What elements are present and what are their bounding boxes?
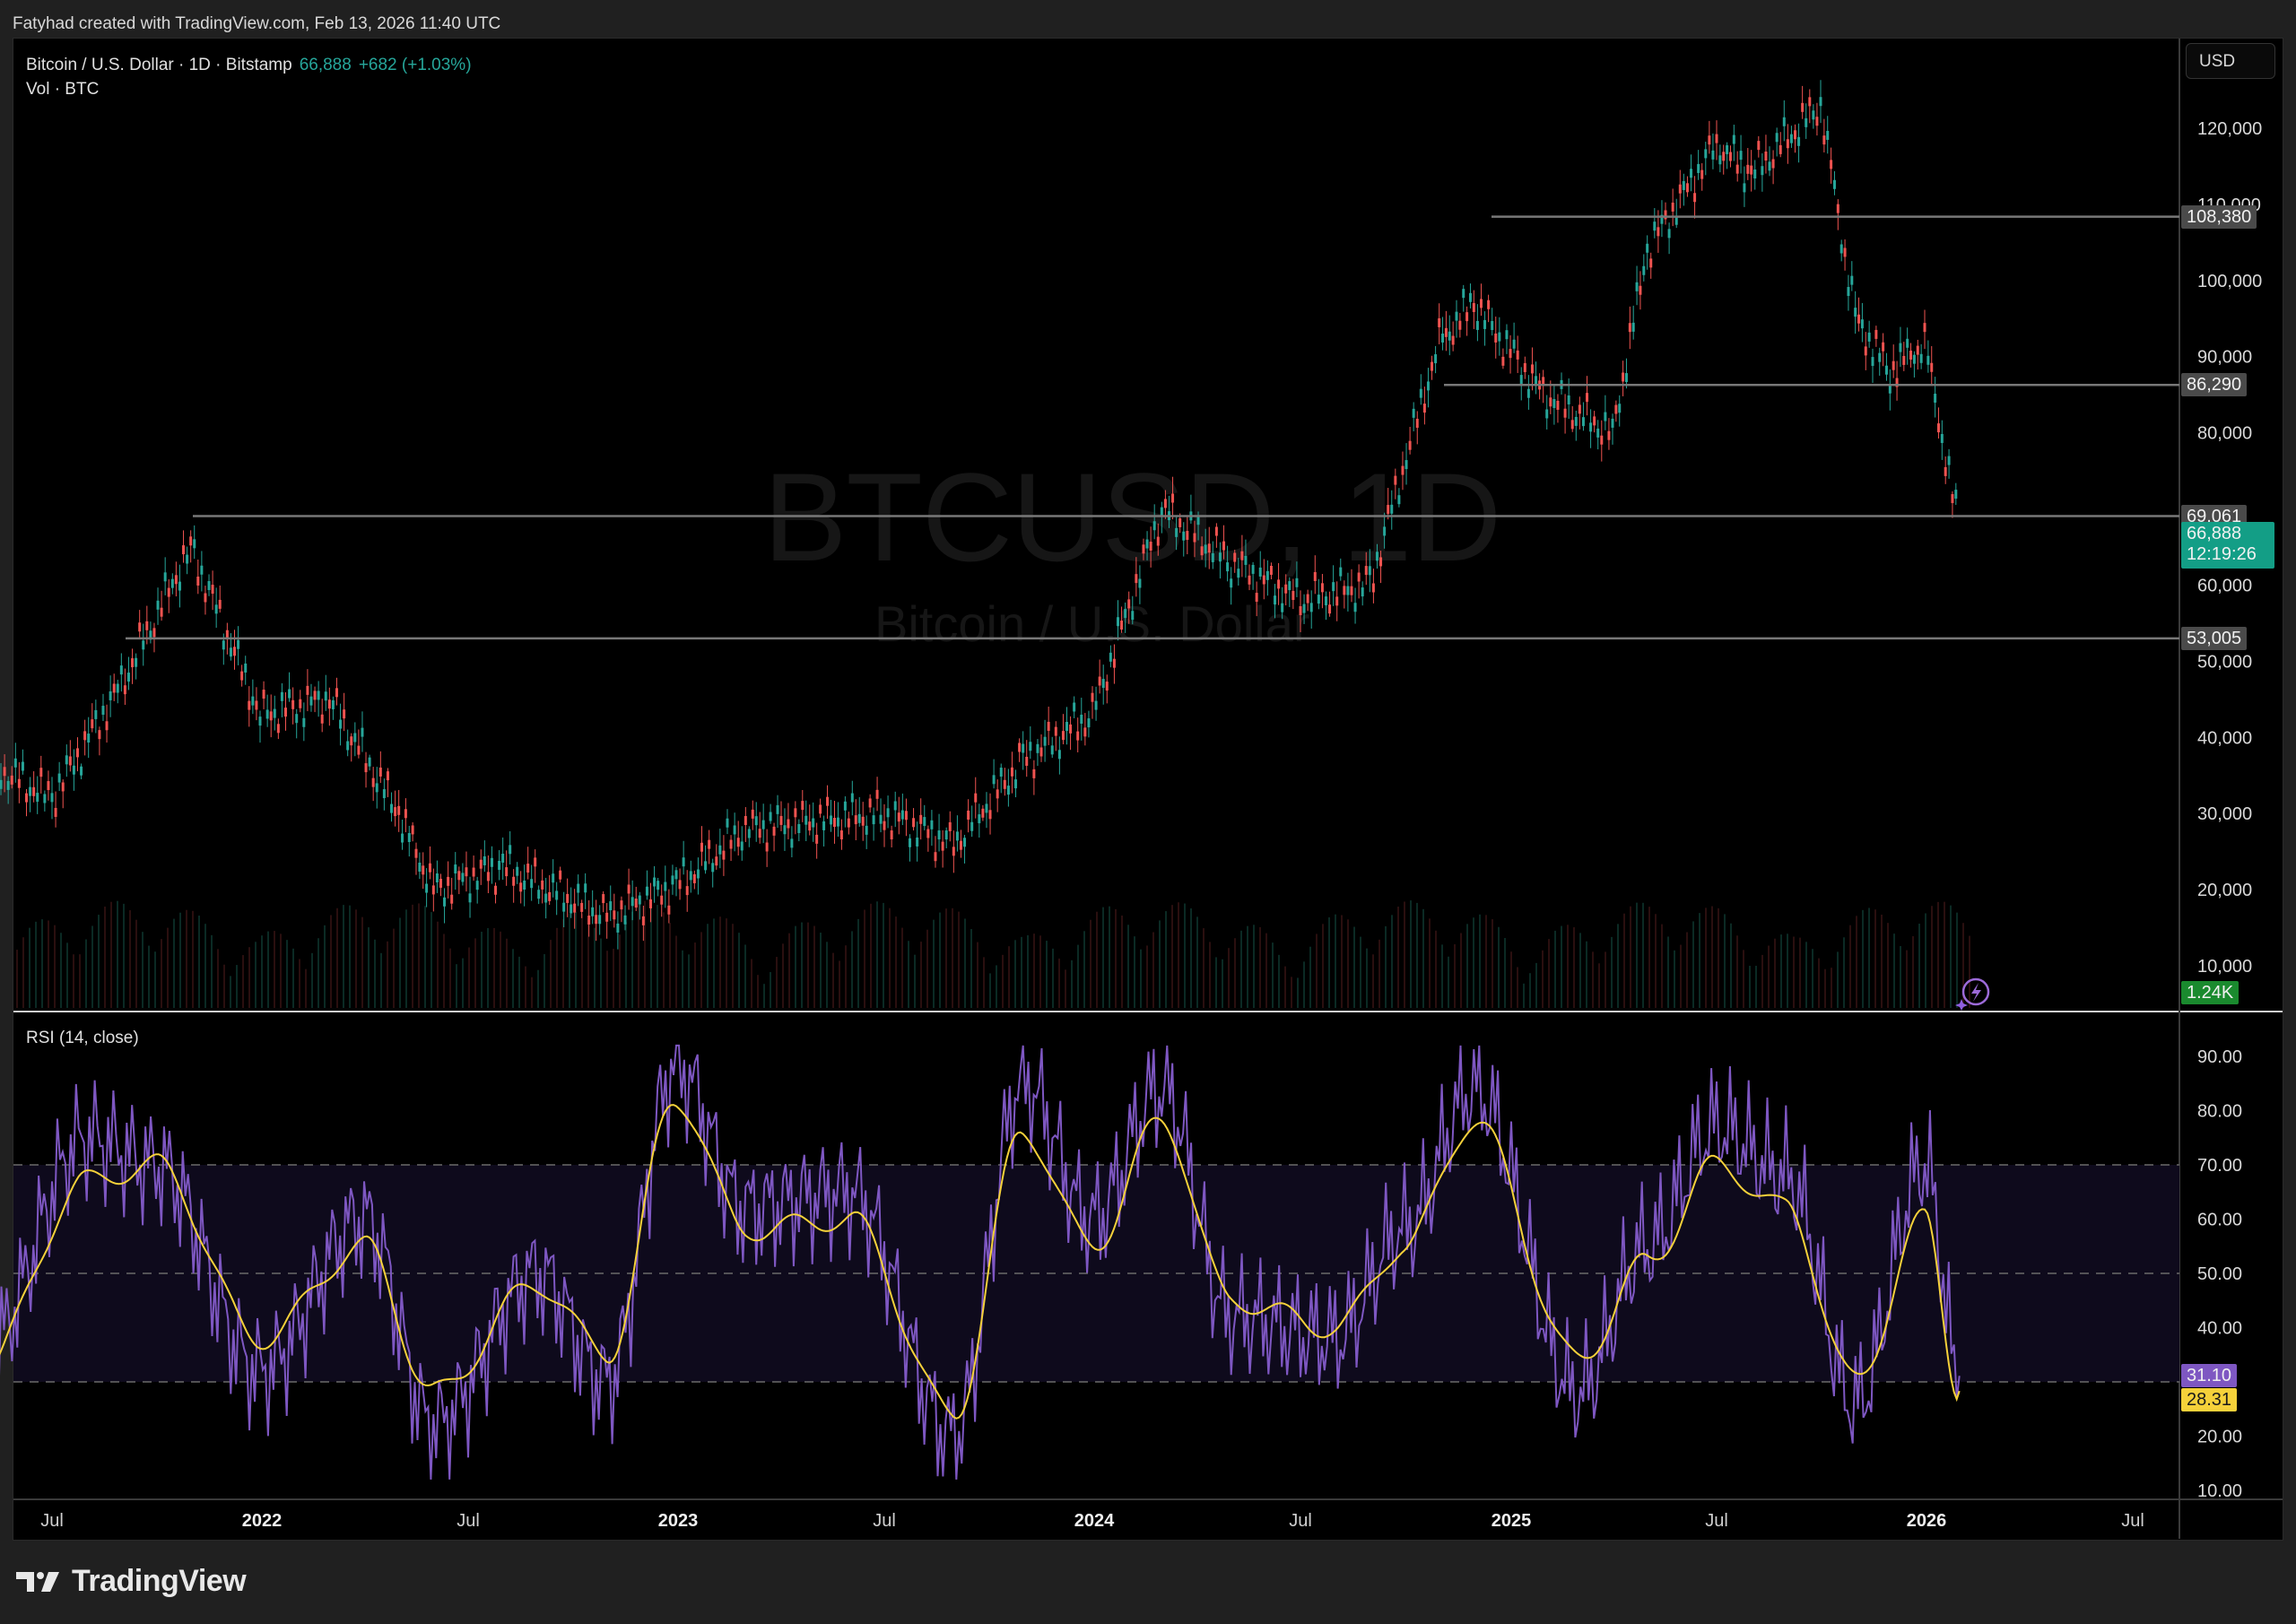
svg-text:90.00: 90.00: [2197, 1047, 2242, 1067]
bar-countdown: 12:19:26: [2187, 544, 2257, 564]
svg-text:50.00: 50.00: [2197, 1264, 2242, 1284]
svg-text:10.00: 10.00: [2197, 1481, 2242, 1501]
tradingview-logo-icon: [16, 1571, 59, 1592]
tradingview-logo[interactable]: TradingView: [16, 1564, 247, 1599]
svg-text:100,000: 100,000: [2197, 272, 2262, 291]
svg-text:60,000: 60,000: [2197, 576, 2252, 595]
price-level-tag: 53,005: [2181, 626, 2248, 650]
svg-text:Jul: Jul: [1289, 1511, 1312, 1531]
rsi-value-tag: 31.10: [2181, 1364, 2238, 1387]
svg-text:30,000: 30,000: [2197, 804, 2252, 824]
svg-text:Jul: Jul: [1705, 1511, 1728, 1531]
svg-text:2026: 2026: [1907, 1511, 1947, 1531]
svg-text:90,000: 90,000: [2197, 348, 2252, 368]
svg-text:20,000: 20,000: [2197, 881, 2252, 900]
symbol-label[interactable]: Bitcoin / U.S. Dollar · 1D · Bitstamp: [26, 56, 292, 74]
chart-legend: Bitcoin / U.S. Dollar · 1D · Bitstamp 66,…: [26, 53, 472, 101]
svg-text:80.00: 80.00: [2197, 1102, 2242, 1122]
last-price-value: 66,888: [2187, 524, 2242, 543]
svg-text:2024: 2024: [1074, 1511, 1115, 1531]
rsi-ma-value-tag: 28.31: [2181, 1388, 2238, 1411]
svg-text:2025: 2025: [1492, 1511, 1532, 1531]
price-level-tag: 86,290: [2181, 373, 2248, 397]
svg-text:40.00: 40.00: [2197, 1319, 2242, 1339]
svg-text:20.00: 20.00: [2197, 1428, 2242, 1447]
svg-text:Jul: Jul: [40, 1511, 64, 1531]
svg-text:60.00: 60.00: [2197, 1211, 2242, 1230]
svg-text:2023: 2023: [658, 1511, 699, 1531]
volume-value-tag: 1.24K: [2181, 981, 2239, 1004]
watermark-description: Bitcoin / U.S. Dollar: [874, 595, 1310, 652]
svg-text:80,000: 80,000: [2197, 424, 2252, 444]
svg-text:10,000: 10,000: [2197, 957, 2252, 977]
price-level-tag: 108,380: [2181, 204, 2257, 229]
last-price-label: 66,888: [299, 56, 352, 74]
svg-text:120,000: 120,000: [2197, 119, 2262, 139]
rsi-title[interactable]: RSI (14, close): [26, 1029, 139, 1047]
currency-button[interactable]: USD: [2186, 43, 2275, 79]
svg-text:2022: 2022: [242, 1511, 283, 1531]
price-change-label: +682 (+1.03%): [358, 56, 472, 74]
volume-legend[interactable]: Vol · BTC: [26, 80, 100, 99]
svg-text:50,000: 50,000: [2197, 652, 2252, 672]
alert-lightning-icon[interactable]: [1953, 977, 1993, 1011]
svg-text:Jul: Jul: [873, 1511, 896, 1531]
credit-text: Fatyhad created with TradingView.com, Fe…: [13, 14, 501, 33]
svg-text:Jul: Jul: [457, 1511, 480, 1531]
svg-text:Jul: Jul: [2121, 1511, 2144, 1531]
svg-text:40,000: 40,000: [2197, 728, 2252, 748]
brand-name: TradingView: [72, 1564, 247, 1598]
last-price-tag: 66,888 12:19:26: [2181, 522, 2274, 569]
svg-text:70.00: 70.00: [2197, 1156, 2242, 1176]
